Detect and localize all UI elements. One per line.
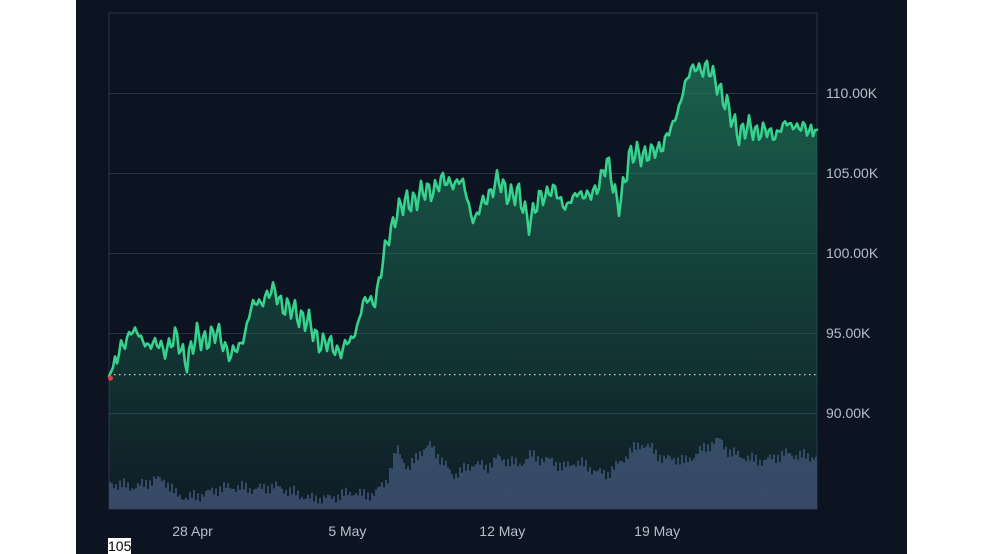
y-axis-ticks: 90.00K 95.00K 100.00K 105.00K 110.00K bbox=[826, 85, 879, 421]
y-tick-label: 105.00K bbox=[826, 165, 879, 181]
footer-note: 105 bbox=[108, 538, 132, 554]
start-marker bbox=[108, 375, 113, 381]
x-tick-label: 5 May bbox=[328, 523, 366, 539]
y-tick-label: 95.00K bbox=[826, 325, 871, 341]
x-tick-label: 12 May bbox=[479, 523, 525, 539]
price-line bbox=[107, 59, 819, 381]
price-area bbox=[109, 60, 817, 510]
y-tick-label: 100.00K bbox=[826, 245, 879, 261]
price-series-line bbox=[107, 59, 819, 378]
x-tick-label: 19 May bbox=[634, 523, 680, 539]
x-axis-ticks: 28 Apr 5 May 12 May 19 May bbox=[172, 523, 680, 539]
y-tick-label: 110.00K bbox=[826, 85, 878, 101]
price-area-fill bbox=[109, 60, 817, 510]
x-tick-label: 28 Apr bbox=[172, 523, 213, 539]
y-tick-label: 90.00K bbox=[826, 405, 871, 421]
